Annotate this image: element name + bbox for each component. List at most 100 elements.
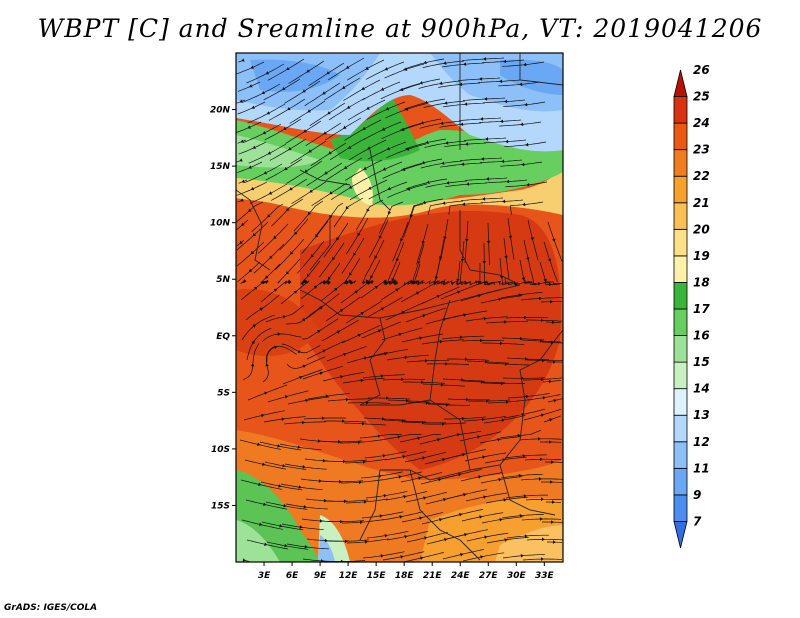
streamline xyxy=(361,321,401,339)
streamline-arrow xyxy=(504,538,508,542)
streamline-arrow xyxy=(282,315,287,319)
streamline-arrow xyxy=(423,60,427,65)
streamline xyxy=(461,197,504,201)
streamline xyxy=(459,431,502,442)
streamline xyxy=(385,103,426,119)
streamline-arrow xyxy=(327,276,332,281)
streamline xyxy=(366,530,409,539)
streamline-arrow xyxy=(433,282,437,286)
streamline xyxy=(324,420,367,423)
streamline-arrow xyxy=(505,139,509,144)
streamline-arrow xyxy=(503,320,507,324)
streamline-arrow xyxy=(405,147,410,151)
streamline-arrow xyxy=(269,255,273,259)
streamline xyxy=(243,123,282,143)
streamline-arrow xyxy=(253,286,258,291)
streamline xyxy=(269,138,307,161)
streamline-arrow xyxy=(357,333,362,338)
streamline-arrow xyxy=(537,281,542,286)
streamline-arrow xyxy=(440,383,444,387)
streamline xyxy=(427,200,464,215)
streamline-arrow xyxy=(548,282,552,287)
streamline xyxy=(243,410,285,421)
streamline xyxy=(246,539,289,550)
streamline xyxy=(442,62,485,68)
streamline-arrow xyxy=(377,329,382,333)
streamline-arrow xyxy=(441,161,445,165)
streamline-arrow xyxy=(310,253,315,258)
streamline-arrow xyxy=(395,258,400,262)
streamline xyxy=(347,99,386,121)
streamline xyxy=(447,358,490,361)
streamline-arrow xyxy=(539,339,543,343)
streamline-arrow xyxy=(349,279,353,284)
streamline-arrow xyxy=(552,238,556,242)
x-tick-label: 24E xyxy=(451,571,471,581)
streamline xyxy=(308,62,345,86)
streamline-arrow xyxy=(304,169,308,173)
streamline-arrow xyxy=(424,100,428,105)
streamline-arrow xyxy=(421,160,425,165)
streamline xyxy=(386,354,429,361)
streamline-arrow xyxy=(326,71,330,75)
streamline xyxy=(401,333,444,343)
streamline xyxy=(324,77,361,101)
streamline-arrow xyxy=(380,554,384,558)
streamline-arrow xyxy=(550,460,554,464)
streamline xyxy=(260,280,287,303)
streamline xyxy=(362,121,402,141)
y-tick-label: 5N xyxy=(216,275,230,285)
streamline xyxy=(285,503,328,510)
field-nw-darkblue xyxy=(250,59,340,92)
streamline-arrow xyxy=(404,355,408,360)
colorbar-label: 7 xyxy=(693,514,702,528)
colorbar-swatch xyxy=(673,282,688,310)
streamline xyxy=(460,472,503,482)
streamline xyxy=(463,97,506,101)
streamline-arrow xyxy=(461,416,465,421)
streamline-arrow xyxy=(438,477,442,482)
streamline-arrow xyxy=(306,69,310,73)
streamline-arrow xyxy=(548,379,552,384)
streamline xyxy=(418,80,461,89)
streamline-arrow xyxy=(434,276,439,280)
streamline xyxy=(241,314,275,341)
streamline xyxy=(381,511,424,521)
streamline xyxy=(405,307,446,323)
streamline xyxy=(380,83,421,100)
streamline-arrow xyxy=(366,208,370,213)
streamline xyxy=(486,362,529,366)
streamline-arrow xyxy=(424,358,428,363)
streamline-arrow xyxy=(517,433,521,438)
streamline xyxy=(422,383,465,387)
streamline-arrow xyxy=(302,89,306,93)
streamline-arrow xyxy=(346,105,351,109)
streamline-arrow xyxy=(481,417,485,422)
streamline-arrow xyxy=(483,495,487,499)
streamline xyxy=(368,219,389,258)
streamline-arrow xyxy=(500,381,504,386)
streamline xyxy=(247,384,288,401)
streamline-arrow xyxy=(302,364,306,369)
streamline-arrow xyxy=(337,439,341,444)
streamline-arrow xyxy=(463,62,467,66)
streamline-arrow xyxy=(480,380,484,384)
streamline xyxy=(480,476,523,484)
streamline-arrow xyxy=(479,338,483,343)
streamline xyxy=(502,377,546,379)
streamline xyxy=(306,162,343,186)
streamline-arrow xyxy=(520,122,524,127)
streamline-arrow xyxy=(551,320,555,325)
streamline-arrow xyxy=(249,84,253,88)
streamline-arrow xyxy=(365,66,369,70)
streamline xyxy=(399,433,442,443)
y-axis: 20N 15N 10N 5N EQ 5S 10S 15S xyxy=(210,106,236,511)
streamline-arrow xyxy=(262,130,266,135)
streamline xyxy=(441,509,483,520)
streamline-arrow xyxy=(360,312,364,316)
streamline-arrow xyxy=(479,77,483,81)
streamline-arrow xyxy=(497,437,501,442)
streamline xyxy=(503,237,510,280)
streamline-arrow xyxy=(363,166,367,170)
streamline-arrow xyxy=(399,515,403,519)
